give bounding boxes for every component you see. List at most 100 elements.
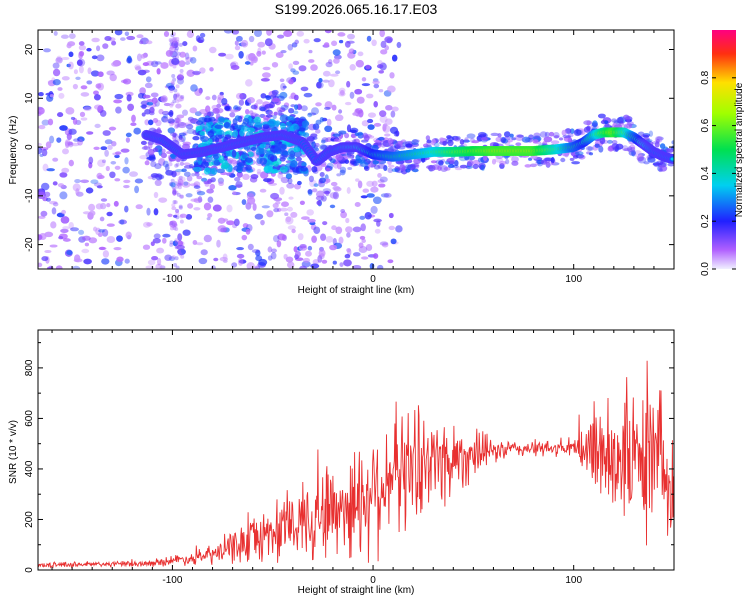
spectrogram-cell: [454, 167, 463, 171]
spectrogram-cell: [102, 250, 110, 258]
spectrogram-cell: [140, 104, 148, 108]
spectrogram-cell: [591, 122, 598, 128]
spectrogram-cell: [387, 137, 393, 144]
spectrogram-cell: [68, 141, 74, 148]
spectrogram-cell: [347, 166, 353, 171]
spectrogram-cell: [151, 255, 159, 261]
spectrogram-cell: [192, 70, 201, 75]
spectrogram-cell: [374, 228, 381, 234]
spectrogram-cell: [146, 207, 151, 216]
spectrogram-cell: [78, 41, 85, 46]
spectrogram-cell: [331, 104, 337, 111]
spectrogram-cell: [87, 67, 92, 75]
spectrogram-cell: [665, 148, 674, 153]
spectrogram-cell: [366, 180, 374, 187]
spectrogram-cell: [224, 105, 230, 111]
spectrogram-cell: [265, 95, 272, 101]
spectrogram-cell: [154, 179, 162, 187]
spectrogram-cell: [184, 61, 191, 65]
spectrogram-cell: [346, 151, 352, 158]
spectrogram-cell: [376, 64, 384, 69]
spectrogram-cell: [126, 57, 133, 64]
spectrogram-cell: [654, 136, 663, 143]
spectrogram-cell: [147, 259, 156, 266]
spectrogram-cell: [145, 40, 153, 45]
spectrogram-cell: [80, 117, 88, 121]
spectrogram-cell: [174, 163, 179, 168]
spectrogram-cell: [312, 123, 320, 131]
spectrogram-cell: [242, 117, 250, 125]
spectrogram-cell: [114, 154, 120, 159]
spectrogram-cell: [78, 65, 84, 74]
spectrogram-cell: [169, 42, 174, 47]
spectrogram-cell: [175, 103, 182, 109]
spectrogram-cell: [294, 104, 299, 110]
spectrogram-cell: [165, 49, 173, 57]
spectrogram-cell: [169, 122, 174, 127]
spectrogram-cell: [626, 116, 631, 123]
spectrogram-cell: [252, 203, 257, 211]
spectrogram-cell: [626, 121, 634, 126]
spectrogram-cell: [189, 107, 197, 114]
spectrogram-cell: [360, 223, 366, 232]
spectrogram-cell: [182, 41, 188, 47]
spectrogram-cell: [355, 59, 364, 68]
spectrogram-cell: [111, 140, 117, 147]
spectrogram-cell: [393, 131, 399, 137]
spectrogram-cell: [97, 232, 103, 237]
spectrogram-cell: [80, 179, 90, 184]
spectrogram-cell: [279, 186, 285, 195]
spectrogram-cell: [336, 173, 342, 177]
spectrogram-cell: [146, 222, 153, 227]
spectrogram-cell: [446, 135, 452, 139]
spectrogram-cell: [150, 92, 159, 98]
spectrogram-cell: [172, 77, 177, 82]
colorbar-tick-label: 0.4: [700, 166, 711, 180]
spectrogram-cell: [277, 143, 287, 151]
colorbar-label: Normalized spectral amplitude: [734, 82, 745, 217]
spectrogram-cell: [140, 53, 147, 59]
spectrogram-cell: [153, 233, 161, 239]
spectrogram-cell: [141, 146, 151, 151]
spectrogram-cell: [137, 92, 145, 99]
spectrogram-cell: [247, 97, 255, 104]
spectrogram-cell: [273, 197, 283, 202]
spectrogram-cell: [124, 157, 129, 165]
spectrogram-cell: [384, 133, 391, 137]
spectrogram-cell: [169, 116, 173, 121]
spectrogram-cell: [179, 161, 184, 166]
spectrogram-cell: [307, 112, 317, 116]
spectrogram-cell: [97, 71, 104, 78]
spectrogram-cell: [200, 136, 209, 142]
spectrogram-cell: [235, 35, 243, 42]
spectrogram-cell: [88, 210, 96, 216]
spectrogram-cell: [314, 142, 320, 148]
colorbar-gradient: [712, 30, 736, 269]
spectrogram-cell: [299, 200, 305, 205]
spectrogram-cell: [435, 159, 444, 165]
spectrogram-cell: [405, 168, 411, 173]
spectrogram-cell: [398, 140, 408, 148]
spectrogram-cell: [154, 61, 162, 65]
spectrogram-cell: [242, 223, 249, 229]
spectrogram-cell: [300, 86, 309, 92]
spectrogram-cell: [509, 133, 514, 138]
spectrogram-cell: [276, 240, 282, 248]
spectrogram-cell: [135, 204, 143, 210]
spectrogram-cell: [301, 161, 307, 167]
spectrogram-cell: [44, 231, 54, 238]
spectrogram-cell: [151, 97, 158, 104]
spectrogram-cell: [197, 196, 203, 203]
spectrogram-cell: [643, 161, 650, 165]
spectrogram-cell: [217, 116, 226, 125]
spectrogram-cell: [176, 51, 181, 56]
spectrogram-cell: [196, 175, 203, 180]
spectrogram-cell: [58, 236, 64, 240]
spectrogram-cell: [175, 240, 180, 245]
spectrogram-cell: [515, 142, 522, 147]
spectrogram-cell: [261, 50, 266, 55]
spectrogram-cell: [273, 111, 278, 116]
spectrogram-cell: [80, 92, 90, 97]
spectrogram-cell: [439, 137, 445, 142]
spectrogram-cell: [146, 156, 156, 161]
